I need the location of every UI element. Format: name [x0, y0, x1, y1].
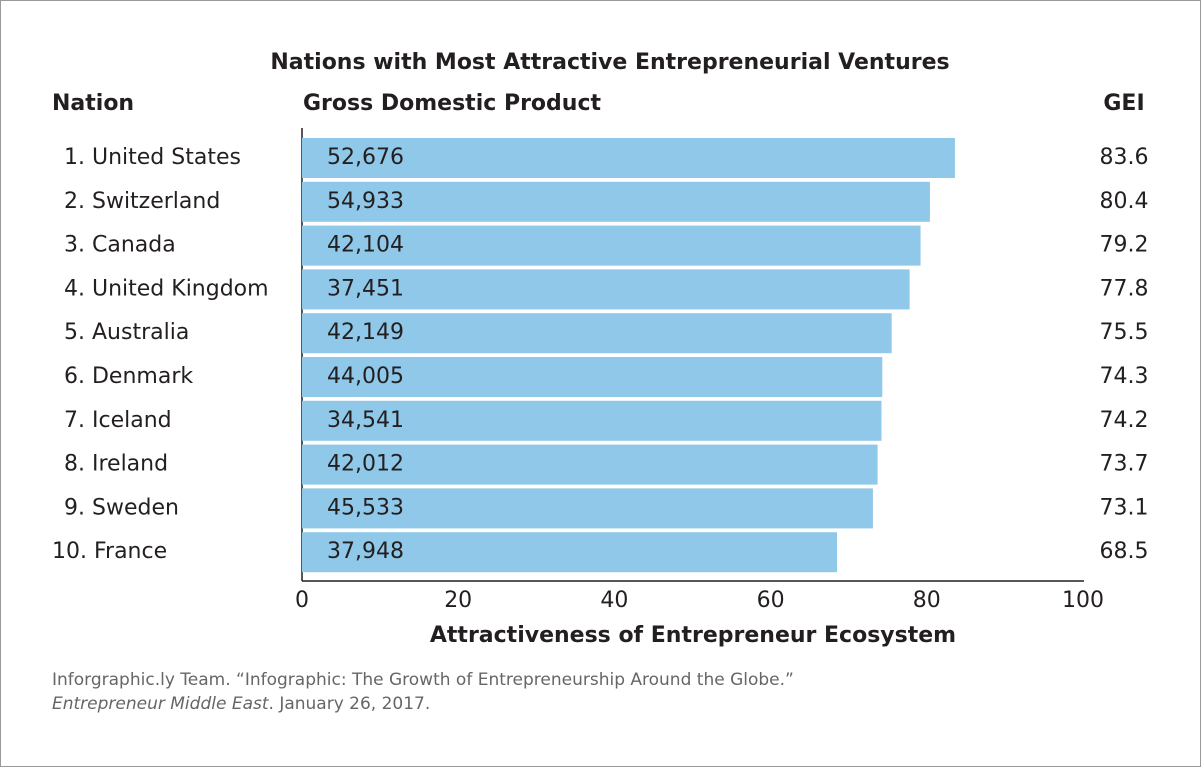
x-tick-label: 0 — [295, 588, 309, 613]
category-label: 4. United Kingdom — [64, 276, 269, 301]
gdp-label: 52,676 — [327, 145, 404, 170]
gdp-label: 54,933 — [327, 189, 404, 214]
value-label: 73.7 — [1100, 452, 1149, 477]
gdp-label: 34,541 — [327, 408, 404, 433]
category-label: 6. Denmark — [64, 364, 193, 389]
source: Inforgraphic.ly Team. “Infographic: The … — [52, 670, 794, 690]
bar — [302, 138, 955, 178]
value-label: 79.2 — [1100, 233, 1149, 258]
source-date: . January 26, 2017. — [269, 694, 431, 714]
gdp-label: 37,451 — [327, 276, 404, 301]
value-label: 83.6 — [1100, 145, 1149, 170]
column-header: Gross Domestic Product — [303, 91, 601, 116]
category-label: 3. Canada — [64, 233, 176, 258]
category-label: 9. Sweden — [64, 495, 179, 520]
category-label: 1. United States — [64, 145, 241, 170]
category-label: 8. Ireland — [64, 452, 168, 477]
gdp-label: 42,104 — [327, 233, 404, 258]
value-label: 80.4 — [1100, 189, 1149, 214]
bar — [302, 444, 878, 485]
value-label: 77.8 — [1100, 276, 1149, 301]
bar — [302, 400, 882, 441]
x-tick-label: 80 — [913, 588, 941, 613]
category-label: 5. Australia — [64, 320, 189, 345]
bar — [302, 488, 873, 529]
bar — [302, 181, 930, 222]
category-label: 7. Iceland — [64, 408, 172, 433]
value-label: 74.3 — [1100, 364, 1149, 389]
gdp-label: 45,533 — [327, 495, 404, 520]
x-tick-label: 100 — [1062, 588, 1104, 613]
gdp-label: 42,012 — [327, 452, 404, 477]
source: Entrepreneur Middle East. January 26, 20… — [52, 694, 430, 714]
chart-title: Nations with Most Attractive Entrepreneu… — [270, 50, 949, 75]
source-publication: Entrepreneur Middle East — [52, 694, 270, 714]
x-tick-label: 20 — [444, 588, 472, 613]
x-tick-label: 60 — [757, 588, 785, 613]
column-header: GEI — [1103, 91, 1144, 116]
gdp-label: 44,005 — [327, 364, 404, 389]
value-label: 68.5 — [1100, 539, 1149, 564]
value-label: 75.5 — [1100, 320, 1149, 345]
value-label: 73.1 — [1100, 495, 1149, 520]
column-header: Nation — [52, 91, 134, 116]
category-label: 2. Switzerland — [64, 189, 220, 214]
gdp-label: 37,948 — [327, 539, 404, 564]
bar — [302, 357, 883, 397]
gdp-label: 42,149 — [327, 320, 404, 345]
bar — [302, 313, 892, 354]
bar — [302, 225, 921, 266]
x-tick-label: 40 — [600, 588, 628, 613]
value-label: 74.2 — [1100, 408, 1149, 433]
x-axis-label: Attractiveness of Entrepreneur Ecosystem — [430, 623, 956, 648]
category-label: 10. France — [52, 539, 167, 564]
bar — [302, 532, 837, 573]
bar — [302, 269, 910, 310]
